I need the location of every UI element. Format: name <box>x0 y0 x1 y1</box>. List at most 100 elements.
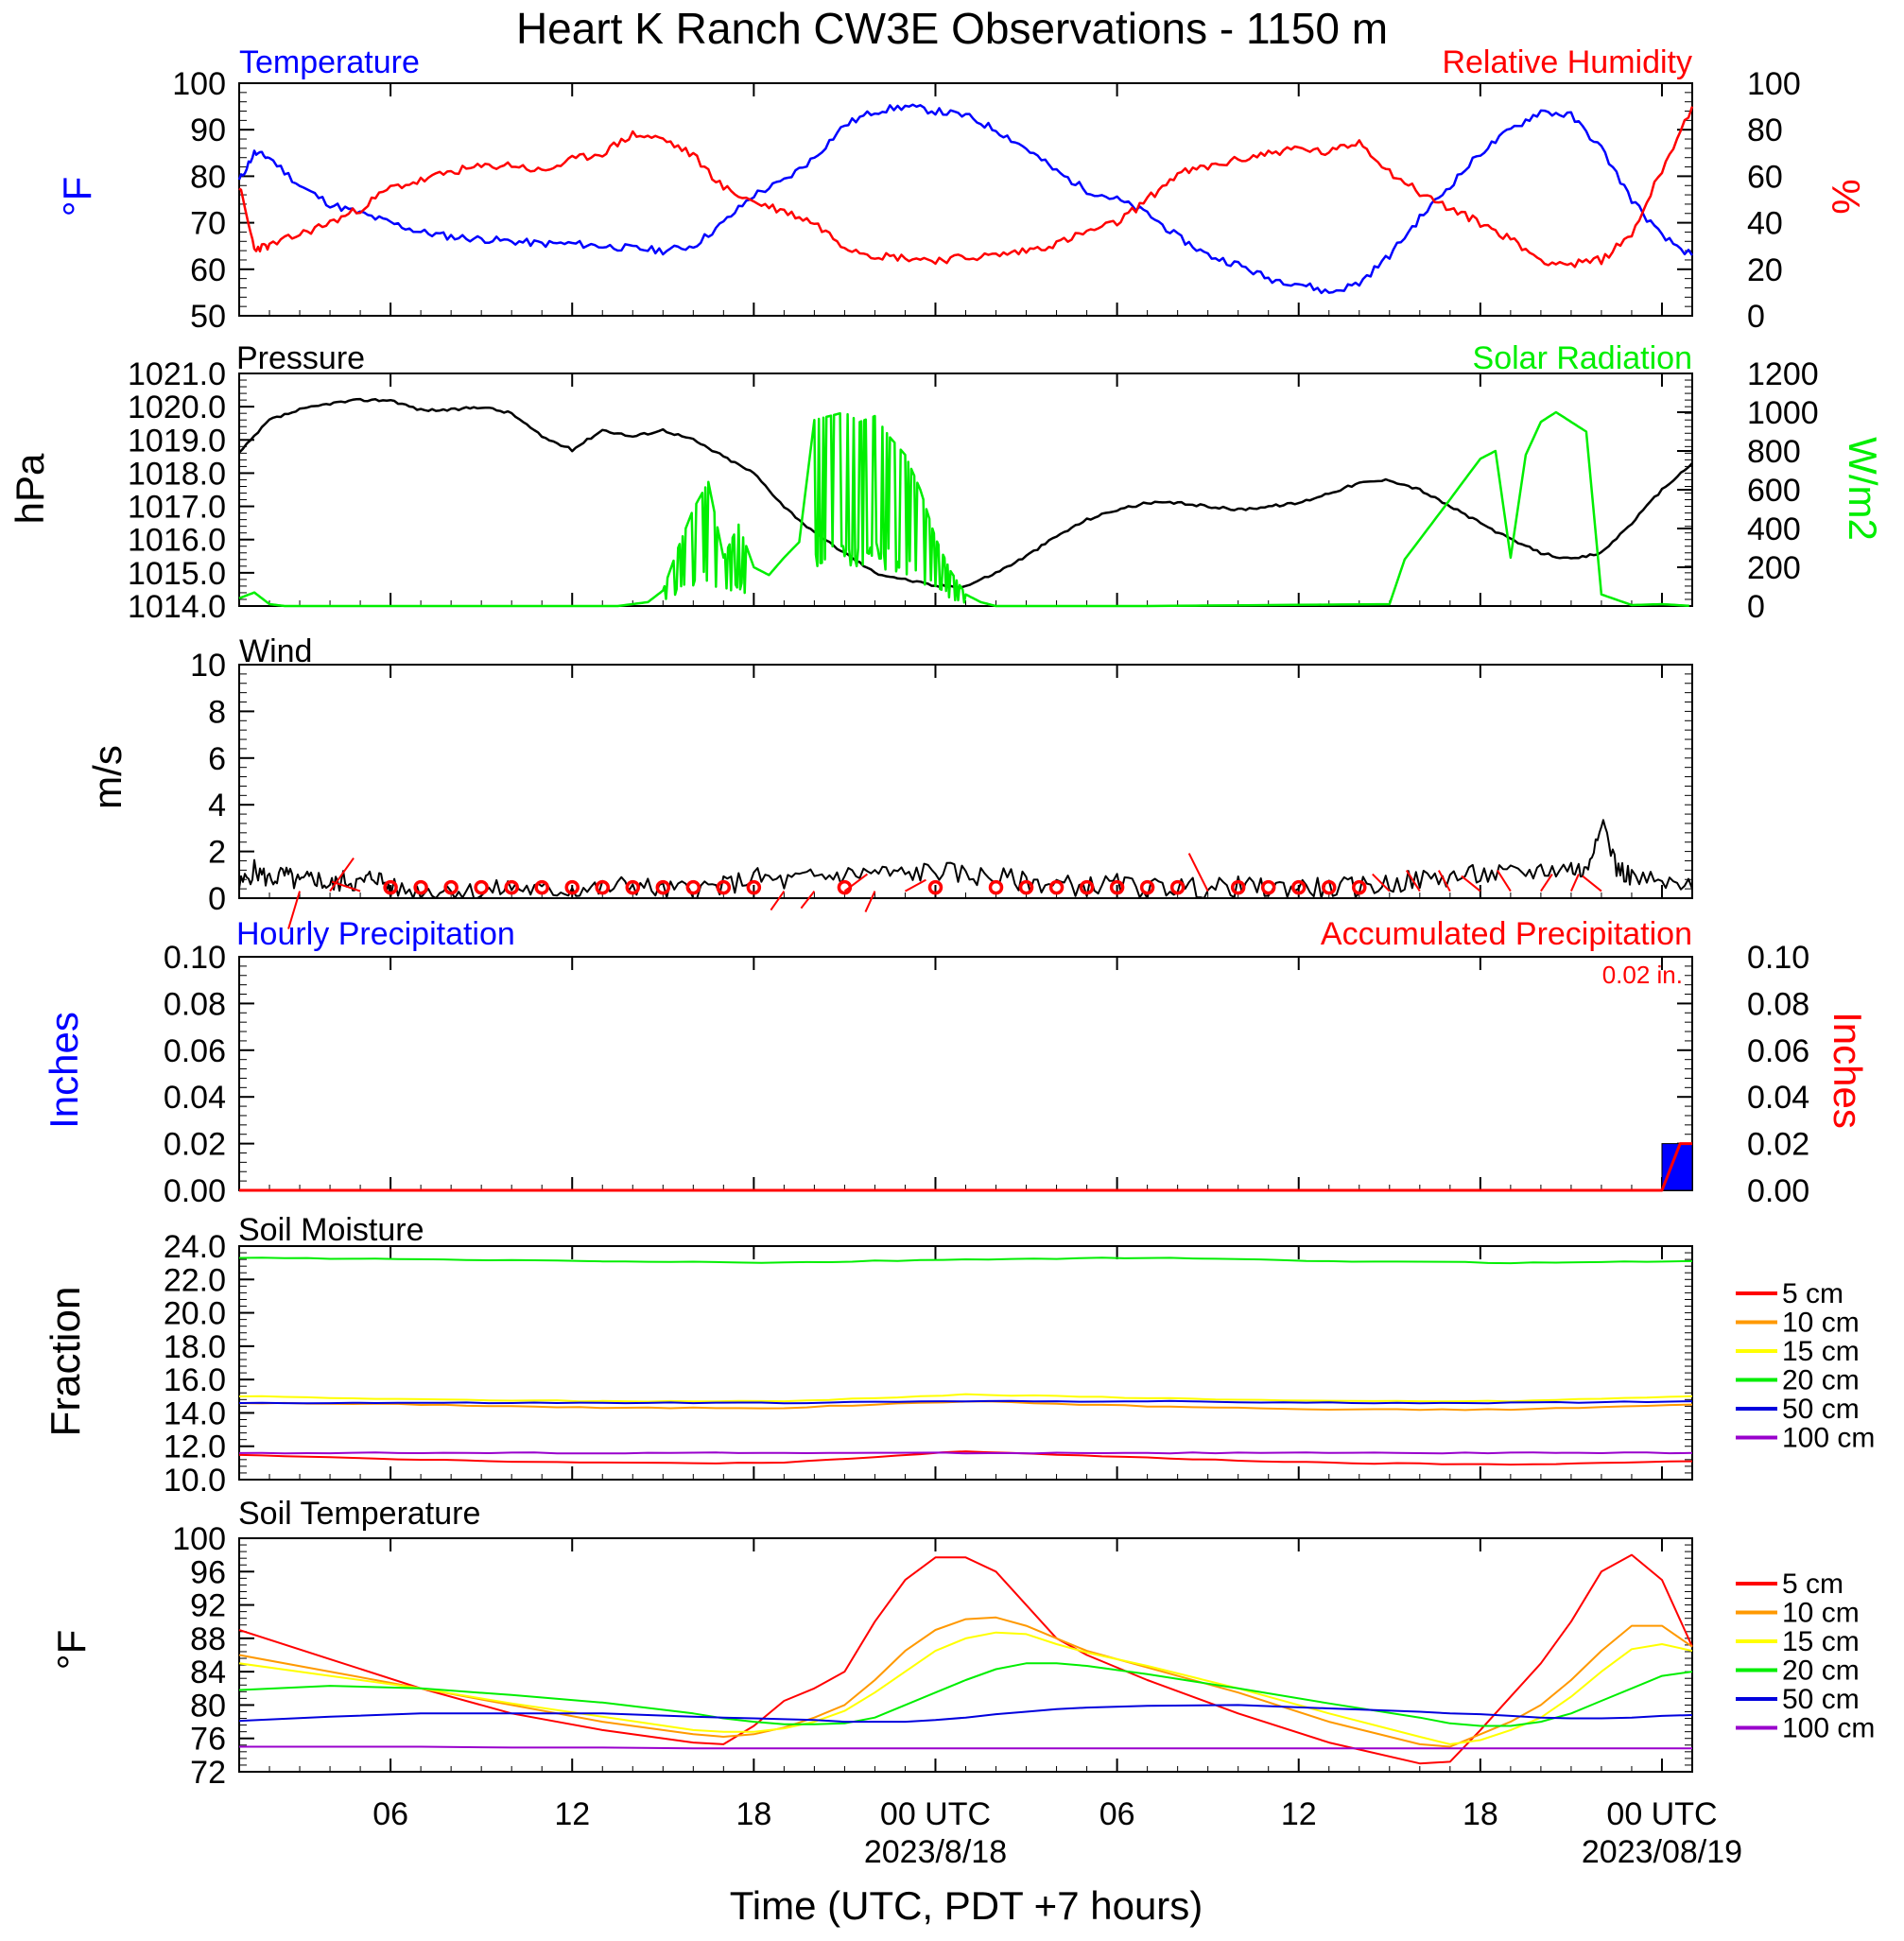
wind-barb <box>1582 875 1602 893</box>
x-date-label: 2023/8/18 <box>864 1834 1007 1870</box>
solar-y-tick-label: 600 <box>1747 473 1801 509</box>
calm-wind-circle <box>1290 879 1307 895</box>
hourly-precip-y-tick-label: 0.02 <box>164 1127 226 1163</box>
solar-y-tick-label: 1200 <box>1747 356 1819 392</box>
soil-temperature-ylabel: °F <box>49 1630 94 1670</box>
panel-5-frame <box>238 1245 1693 1481</box>
humidity-title: Relative Humidity <box>1442 44 1692 80</box>
soil-moisture-legend-label: 50 cm <box>1782 1394 1860 1425</box>
solar-y-tick-label: 0 <box>1747 589 1765 625</box>
wind-ylabel: m/s <box>85 745 130 809</box>
hourly-precip-title: Hourly Precipitation <box>236 916 515 952</box>
wind-y-tick-label: 0 <box>208 881 226 917</box>
temperature-y-tick-label: 90 <box>190 113 226 148</box>
soil-temperature-line-50cm <box>238 1704 1693 1724</box>
hourly-precip-y-tick-label: 0.10 <box>164 940 226 976</box>
soil-moisture-line-5cm <box>238 1450 1693 1466</box>
accumulated-precip-line <box>239 1142 1692 1192</box>
soil-moisture-y-tick-label: 14.0 <box>164 1395 226 1431</box>
calm-wind-circle <box>383 879 398 895</box>
soil-temperature-legend-label: 100 cm <box>1782 1713 1875 1744</box>
temperature-y-tick-label: 100 <box>172 66 226 102</box>
calm-wind-circle <box>685 879 701 895</box>
humidity-y-tick-label: 80 <box>1747 113 1783 148</box>
soil-moisture-y-tick-label: 12.0 <box>164 1430 226 1465</box>
soil-moisture-line-20cm <box>238 1256 1693 1265</box>
pressure-y-tick-label: 1015.0 <box>128 556 226 592</box>
soil-moisture-y-tick-label: 22.0 <box>164 1262 226 1298</box>
pressure-y-tick-label: 1019.0 <box>128 423 226 459</box>
calm-wind-circle <box>413 879 428 895</box>
calm-wind-circle <box>443 879 459 895</box>
soil-temperature-y-tick-label: 92 <box>190 1588 226 1624</box>
pressure-title: Pressure <box>236 340 365 376</box>
wind-barb <box>1187 853 1209 893</box>
wind-barb <box>1437 870 1451 893</box>
x-tick-label: 12 <box>1281 1796 1317 1832</box>
accum-precip-y-tick-label: 0.04 <box>1747 1080 1809 1116</box>
humidity-ylabel: % <box>1824 179 1868 214</box>
x-tick-label: 00 UTC <box>880 1796 991 1832</box>
calm-wind-circle <box>1048 879 1065 895</box>
precip-annotation: 0.02 in. <box>1602 961 1683 989</box>
soil-moisture-line-50cm <box>238 1399 1693 1405</box>
x-tick-label: 18 <box>736 1796 771 1832</box>
soil-temperature-y-tick-label: 80 <box>190 1688 226 1724</box>
accum-precip-y-tick-label: 0.06 <box>1747 1033 1809 1069</box>
accum-precip-y-tick-label: 0.10 <box>1747 940 1809 976</box>
hourly-precip-y-tick-label: 0.08 <box>164 986 226 1022</box>
calm-wind-circle <box>504 879 519 895</box>
soil-temperature-y-tick-label: 76 <box>190 1722 226 1758</box>
wind-y-tick-label: 6 <box>208 741 226 777</box>
temperature-y-tick-label: 70 <box>190 206 226 242</box>
wind-barb <box>287 891 301 929</box>
wind-barb <box>1461 875 1481 893</box>
soil-temperature-line-5cm <box>238 1553 1693 1765</box>
pressure-y-tick-label: 1017.0 <box>128 490 226 526</box>
wind-barb <box>329 858 355 893</box>
pressure-ylabel: hPa <box>8 453 52 524</box>
hourly-precip-y-tick-label: 0.00 <box>164 1173 226 1209</box>
accum-precip-y-tick-label: 0.08 <box>1747 986 1809 1022</box>
soil-moisture-legend-label: 15 cm <box>1782 1336 1860 1367</box>
x-tick-label: 06 <box>1099 1796 1135 1832</box>
soil-moisture-y-tick-label: 20.0 <box>164 1296 226 1332</box>
wind-barb <box>331 880 361 893</box>
temperature-y-tick-label: 60 <box>190 252 226 288</box>
humidity-y-tick-label: 0 <box>1747 299 1765 335</box>
solar-y-tick-label: 1000 <box>1747 395 1819 431</box>
wind-barb <box>1372 873 1391 893</box>
soil-temperature-legend-label: 10 cm <box>1782 1598 1860 1629</box>
chart-dynamic-layer: 50607080901000204060801001014.01015.0101… <box>128 66 1875 1870</box>
soil-moisture-legend-label: 100 cm <box>1782 1423 1875 1454</box>
x-tick-label: 12 <box>554 1796 590 1832</box>
panel-4-frame <box>238 956 1693 1191</box>
wind-speed-line <box>238 819 1693 899</box>
soil-temperature-line-100cm <box>239 1745 1692 1750</box>
wind-y-tick-label: 4 <box>208 788 226 823</box>
soil-temperature-y-tick-label: 88 <box>190 1621 226 1657</box>
temperature-y-tick-label: 80 <box>190 159 226 195</box>
soil-temperature-y-tick-label: 72 <box>190 1755 226 1791</box>
solar-ylabel: W/m2 <box>1841 437 1885 541</box>
accum-precip-y-tick-label: 0.02 <box>1747 1127 1809 1163</box>
calm-wind-circle <box>1230 879 1246 895</box>
wind-y-tick-label: 2 <box>208 835 226 871</box>
soil-moisture-line-100cm <box>238 1451 1693 1455</box>
soil-moisture-legend-label: 10 cm <box>1782 1308 1860 1339</box>
calm-wind-circle <box>1018 879 1034 895</box>
soil-moisture-legend-label: 20 cm <box>1782 1365 1860 1396</box>
accum-precip-y-tick-label: 0.00 <box>1747 1173 1809 1209</box>
soil-temperature-legend-label: 5 cm <box>1782 1568 1843 1600</box>
calm-wind-circle <box>1079 879 1095 895</box>
calm-wind-circle <box>1352 879 1367 895</box>
wind-barb <box>843 873 869 893</box>
wind-y-tick-label: 8 <box>208 694 226 730</box>
accum-precip-title: Accumulated Precipitation <box>1321 916 1692 952</box>
soil-moisture-legend-label: 5 cm <box>1782 1278 1843 1309</box>
pressure-y-tick-label: 1016.0 <box>128 523 226 559</box>
soil-temperature-y-tick-label: 84 <box>190 1655 226 1690</box>
soil-moisture-y-tick-label: 10.0 <box>164 1463 226 1499</box>
calm-wind-circle <box>1169 879 1186 895</box>
soil-temperature-title: Soil Temperature <box>238 1496 480 1532</box>
